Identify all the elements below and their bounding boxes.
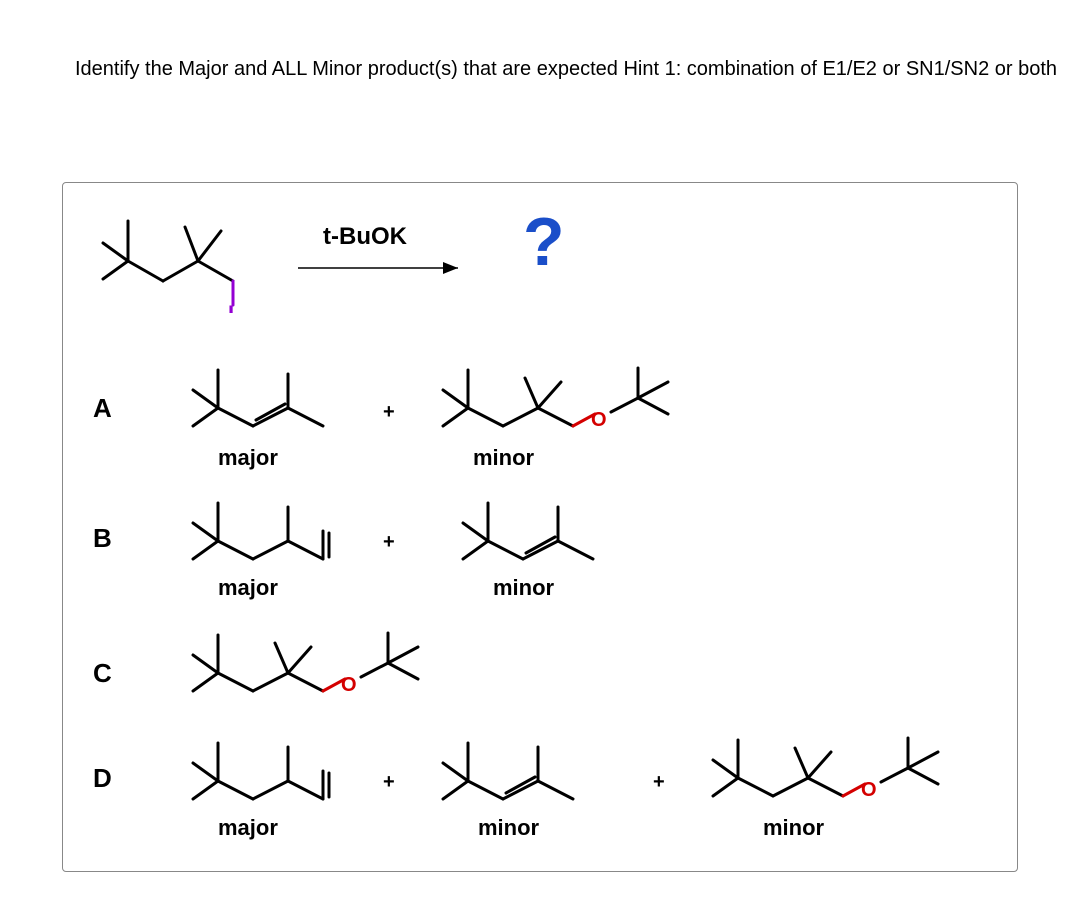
answer-panel: I t-BuOK ? A major + (62, 182, 1018, 872)
plus-B: + (383, 531, 395, 554)
A-p2-label: minor (473, 445, 534, 471)
iodine-label: I (228, 301, 234, 313)
D-p1-label: major (218, 815, 278, 841)
row-label-C: C (93, 658, 112, 689)
D-p3-label: minor (763, 815, 824, 841)
B-p2-label: minor (493, 575, 554, 601)
A-product1 (183, 358, 363, 438)
row-label-A: A (93, 393, 112, 424)
product-placeholder: ? (523, 203, 565, 281)
page: Identify the Major and ALL Minor product… (0, 0, 1080, 912)
A-product2: O (433, 358, 693, 448)
D-product1 (183, 731, 363, 811)
B-product1 (183, 491, 363, 571)
D-p2-label: minor (478, 815, 539, 841)
B-product2 (453, 491, 633, 571)
question-text: Identify the Major and ALL Minor product… (75, 58, 1057, 81)
C-product: O (183, 623, 443, 713)
B-p1-label: major (218, 575, 278, 601)
plus-A: + (383, 401, 395, 424)
reaction-arrow (293, 253, 473, 283)
oxygen-D: O (861, 779, 877, 801)
row-label-B: B (93, 523, 112, 554)
D-product2 (433, 731, 613, 811)
row-label-D: D (93, 763, 112, 794)
A-p1-label: major (218, 445, 278, 471)
plus-D2: + (653, 771, 665, 794)
reagent-label: t-BuOK (323, 223, 407, 251)
starting-material-structure: I (93, 203, 293, 313)
plus-D1: + (383, 771, 395, 794)
D-product3: O (703, 728, 963, 818)
oxygen-A: O (591, 409, 607, 431)
oxygen-C: O (341, 674, 357, 696)
